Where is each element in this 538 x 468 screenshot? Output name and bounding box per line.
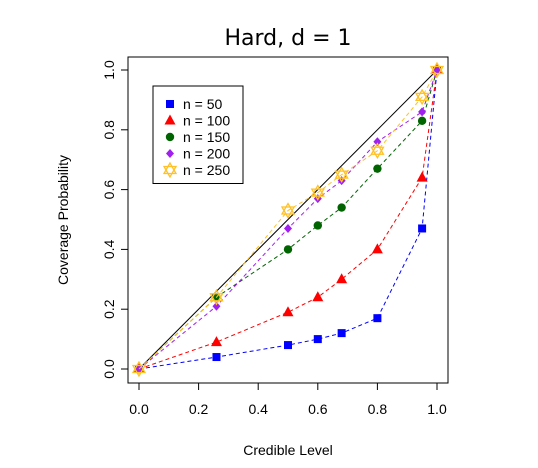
data-point bbox=[336, 273, 348, 284]
y-tick-label: 0.6 bbox=[101, 180, 117, 200]
data-point bbox=[283, 245, 293, 254]
legend-label: n = 200 bbox=[183, 146, 230, 162]
y-tick-label: 1.0 bbox=[101, 60, 117, 80]
legend-marker bbox=[164, 114, 176, 125]
legend-marker bbox=[165, 132, 175, 142]
series-line bbox=[138, 69, 438, 370]
legend-item: n = 150 bbox=[165, 129, 230, 145]
y-tick-label: 0.0 bbox=[101, 359, 117, 379]
data-point bbox=[212, 353, 221, 362]
x-tick-label: 0.4 bbox=[248, 401, 268, 417]
x-tick-label: 0.8 bbox=[368, 401, 388, 417]
data-point bbox=[373, 164, 382, 173]
legend-label: n = 150 bbox=[183, 129, 230, 145]
data-point bbox=[373, 314, 382, 323]
x-tick-label: 0.6 bbox=[308, 401, 328, 417]
data-point bbox=[210, 336, 222, 347]
data-point bbox=[313, 221, 322, 230]
data-point bbox=[370, 142, 385, 160]
plot-area bbox=[131, 61, 445, 378]
data-point bbox=[280, 202, 296, 219]
series-line bbox=[138, 69, 438, 370]
series-line bbox=[138, 69, 438, 370]
x-tick-label: 0.0 bbox=[129, 401, 149, 417]
x-axis-label: Credible Level bbox=[243, 442, 333, 458]
data-point bbox=[371, 243, 383, 254]
legend-item: n = 200 bbox=[166, 146, 230, 162]
legend-marker bbox=[162, 161, 178, 179]
data-point bbox=[212, 301, 221, 311]
x-tick-label: 1.0 bbox=[427, 401, 447, 417]
y-tick-label: 0.4 bbox=[101, 239, 117, 259]
x-tick-label: 0.2 bbox=[189, 401, 209, 417]
legend-label: n = 100 bbox=[183, 113, 230, 129]
y-tick-label: 0.8 bbox=[101, 120, 117, 140]
data-point bbox=[418, 224, 427, 233]
data-point bbox=[334, 166, 349, 183]
series-line bbox=[138, 69, 438, 370]
data-point bbox=[131, 360, 147, 378]
data-point bbox=[284, 341, 292, 350]
data-point bbox=[414, 88, 430, 106]
legend-item: n = 250 bbox=[162, 161, 230, 179]
data-point bbox=[416, 171, 428, 182]
data-point bbox=[312, 291, 324, 302]
data-point bbox=[418, 107, 427, 117]
data-point bbox=[310, 184, 325, 201]
data-point bbox=[429, 61, 445, 79]
legend-label: n = 50 bbox=[183, 96, 223, 112]
legend-marker bbox=[166, 149, 174, 158]
chart-title: Hard, d = 1 bbox=[224, 26, 351, 51]
y-tick-label: 0.2 bbox=[101, 299, 117, 319]
legend-item: n = 100 bbox=[164, 113, 230, 129]
axes: 0.0 0.2 0.4 0.6 0.8 1.0 0.0 0.2 0.4 0.6 0.8 1.0 bbox=[101, 56, 449, 417]
data-point bbox=[209, 288, 224, 306]
data-point bbox=[337, 203, 346, 212]
data-point bbox=[282, 306, 294, 317]
legend-item: n = 50 bbox=[166, 96, 223, 112]
legend-marker bbox=[166, 100, 174, 108]
data-point bbox=[313, 335, 322, 344]
y-axis-label: Coverage Probability bbox=[55, 155, 71, 285]
data-point bbox=[373, 137, 382, 147]
data-point bbox=[417, 116, 427, 126]
reference-diagonal-line bbox=[138, 69, 438, 370]
legend-label: n = 250 bbox=[183, 162, 230, 178]
data-point bbox=[337, 329, 346, 338]
series-star bbox=[131, 61, 445, 378]
data-point bbox=[284, 223, 292, 233]
